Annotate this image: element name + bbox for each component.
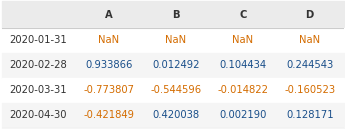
Text: B: B — [172, 10, 179, 20]
Text: -0.014822: -0.014822 — [217, 85, 268, 95]
Text: NaN: NaN — [232, 35, 253, 45]
Text: 0.104434: 0.104434 — [219, 60, 266, 70]
Text: 0.002190: 0.002190 — [219, 110, 266, 120]
Text: -0.544596: -0.544596 — [150, 85, 201, 95]
Text: 0.128171: 0.128171 — [286, 110, 334, 120]
Bar — [1, 53, 344, 78]
Text: 0.420038: 0.420038 — [152, 110, 199, 120]
Bar — [1, 1, 344, 28]
Text: -0.160523: -0.160523 — [284, 85, 335, 95]
Bar — [1, 103, 344, 128]
Text: 2020-04-30: 2020-04-30 — [10, 110, 67, 120]
Bar — [1, 78, 344, 103]
Text: D: D — [306, 10, 314, 20]
Text: -0.773807: -0.773807 — [83, 85, 134, 95]
Text: 0.933866: 0.933866 — [85, 60, 132, 70]
Text: NaN: NaN — [165, 35, 186, 45]
Bar — [1, 28, 344, 53]
Text: NaN: NaN — [98, 35, 119, 45]
Text: A: A — [105, 10, 112, 20]
Text: 2020-02-28: 2020-02-28 — [9, 60, 67, 70]
Text: 0.244543: 0.244543 — [286, 60, 333, 70]
Text: C: C — [239, 10, 246, 20]
Text: -0.421849: -0.421849 — [83, 110, 134, 120]
Text: 2020-03-31: 2020-03-31 — [9, 85, 67, 95]
Text: 2020-01-31: 2020-01-31 — [9, 35, 67, 45]
Text: 0.012492: 0.012492 — [152, 60, 199, 70]
Text: NaN: NaN — [299, 35, 320, 45]
